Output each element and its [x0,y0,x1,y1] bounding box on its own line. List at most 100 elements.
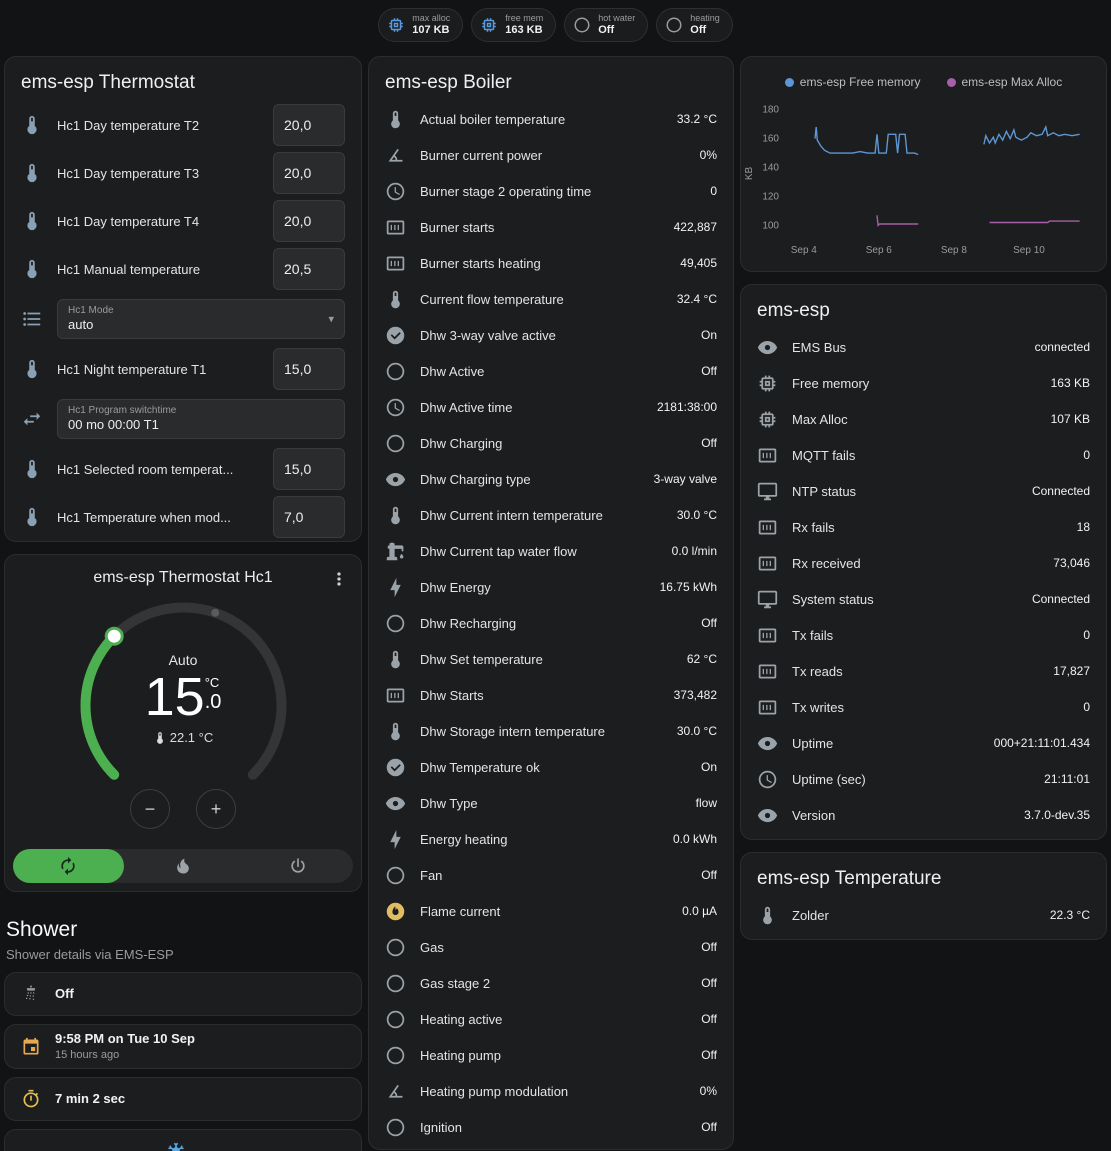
shower-card[interactable]: 9:58 PM on Tue 10 Sep 15 hours ago [4,1024,362,1070]
dots-vertical-icon[interactable] [329,569,349,589]
entity-row[interactable]: Tx writes 0 [741,689,1106,725]
decrease-temperature-button[interactable]: − [130,789,170,829]
thermostat-dial[interactable]: Auto 15 °C .0 22.1 °C [71,593,296,818]
entity-row[interactable]: Heating pump Off [369,1037,733,1073]
entity-row[interactable]: Dhw Current intern temperature 30.0 °C [369,497,733,533]
entity-row[interactable]: System status Connected [741,581,1106,617]
entity-row[interactable]: Dhw Set temperature 62 °C [369,641,733,677]
entity-row[interactable]: Fan Off [369,857,733,893]
entity-value: 0 [1083,448,1090,462]
text-input[interactable]: Hc1 Program switchtime 00 mo 00:00 T1 [57,399,345,439]
badge-value: Off [598,23,615,36]
entity-row[interactable]: Burner stage 2 operating time 0 [369,173,733,209]
hvac-mode-button[interactable] [13,849,124,883]
entity-row[interactable]: Dhw Energy 16.75 kWh [369,569,733,605]
svg-text:100: 100 [762,220,779,231]
hvac-mode-button[interactable] [242,849,353,883]
shower-card[interactable] [4,1129,362,1151]
entity-row[interactable]: Actual boiler temperature 33.2 °C [369,101,733,137]
entity-label: Dhw Charging [420,435,503,451]
number-input[interactable]: 20,0 [273,104,345,146]
entity-row[interactable]: Dhw Starts 373,482 [369,677,733,713]
entity-row[interactable]: Gas stage 2 Off [369,965,733,1001]
entity-row[interactable]: Version 3.7.0-dev.35 [741,797,1106,833]
entity-label: Hc1 Manual temperature [57,261,201,277]
entity-row[interactable]: Dhw 3-way valve active On [369,317,733,353]
entity-row[interactable]: MQTT fails 0 [741,437,1106,473]
entity-row[interactable]: NTP status Connected [741,473,1106,509]
circle-outline-icon [573,16,591,34]
entity-value: 17,827 [1053,664,1090,678]
right-column: ems-esp Free memory ems-esp Max Alloc KB… [740,56,1107,940]
entity-value: 0.0 µA [682,904,717,918]
entity-row[interactable]: Dhw Recharging Off [369,605,733,641]
entity-row[interactable]: Dhw Type flow [369,785,733,821]
shower-subtitle: Shower details via EMS-ESP [6,947,174,962]
increase-temperature-button[interactable]: + [196,789,236,829]
entity-label: Burner current power [420,147,543,163]
entity-value: 000+21:11:01.434 [993,736,1090,750]
number-input[interactable]: 20,5 [273,248,345,290]
entity-row[interactable]: Tx reads 17,827 [741,653,1106,689]
entity-value: Off [701,1120,717,1134]
entity-row[interactable]: Heating pump modulation 0% [369,1073,733,1109]
entity-row[interactable]: Flame current 0.0 µA [369,893,733,929]
entity-row[interactable]: Uptime (sec) 21:11:01 [741,761,1106,797]
entity-label: Gas [420,939,444,955]
number-input[interactable]: 20,0 [273,200,345,242]
entity-row[interactable]: EMS Bus connected [741,329,1106,365]
entity-row[interactable]: Dhw Active time 2181:38:00 [369,389,733,425]
entity-row[interactable]: Dhw Active Off [369,353,733,389]
entity-label: Heating active [420,1011,503,1027]
entity-row[interactable]: Free memory 163 KB [741,365,1106,401]
shower-card[interactable]: 7 min 2 sec [4,1077,362,1122]
number-input[interactable]: 20,0 [273,152,345,194]
status-badge[interactable]: max alloc 107 KB [378,8,464,42]
entity-row[interactable]: Rx received 73,046 [741,545,1106,581]
fire-circle-icon [385,901,406,922]
thermometer-icon [153,731,167,745]
entity-row[interactable]: Current flow temperature 32.4 °C [369,281,733,317]
entity-row[interactable]: Dhw Storage intern temperature 30.0 °C [369,713,733,749]
entity-value: flow [695,796,717,810]
badge-value: Off [690,23,707,36]
number-input[interactable]: 15,0 [273,348,345,390]
entity-row[interactable]: Ignition Off [369,1109,733,1145]
entity-value: 0 [1083,628,1090,642]
hvac-mode-button[interactable] [128,849,239,883]
entity-row[interactable]: Burner starts heating 49,405 [369,245,733,281]
memory-icon [480,16,498,34]
number-input[interactable]: 15,0 [273,448,345,490]
entity-row[interactable]: Gas Off [369,929,733,965]
entity-row[interactable]: Dhw Charging type 3-way valve [369,461,733,497]
entity-row[interactable]: Max Alloc 107 KB [741,401,1106,437]
mode-select[interactable]: Hc1 Mode auto ▾ [57,299,345,339]
dial-arc[interactable] [71,593,296,818]
status-badge[interactable]: hot water Off [564,8,649,42]
entity-row: Hc1 Manual temperature 20,5 [5,245,361,293]
entity-row[interactable]: Dhw Charging Off [369,425,733,461]
entity-row: Hc1 Program switchtime 00 mo 00:00 T1 [5,393,361,445]
entity-label: Dhw Current intern temperature [420,507,603,523]
entity-row[interactable]: Zolder 22.3 °C [741,897,1106,933]
badge-label: free mem [505,13,544,23]
entity-row[interactable]: Dhw Current tap water flow 0.0 l/min [369,533,733,569]
shower-card[interactable]: Off [4,972,362,1016]
entity-row[interactable]: Uptime 000+21:11:01.434 [741,725,1106,761]
entity-row[interactable]: Tx fails 0 [741,617,1106,653]
legend-item[interactable]: ems-esp Max Alloc [946,75,1062,89]
status-badge[interactable]: heating Off [656,8,733,42]
entity-row[interactable]: Dhw Temperature ok On [369,749,733,785]
entity-row[interactable]: Heating active Off [369,1001,733,1037]
entity-row[interactable]: Rx fails 18 [741,509,1106,545]
badge-value: 163 KB [505,23,543,36]
legend-item[interactable]: ems-esp Free memory [784,75,921,89]
entity-label: Dhw Charging type [420,471,531,487]
chart-plot[interactable]: 100 120 140 160 180 Sep 4 Sep 6 Sep 8 Sep 10 [747,91,1097,261]
entity-row[interactable]: Burner current power 0% [369,137,733,173]
entity-row[interactable]: Burner starts 422,887 [369,209,733,245]
entity-row[interactable]: Energy heating 0.0 kWh [369,821,733,857]
status-badge[interactable]: free mem 163 KB [471,8,557,42]
number-input[interactable]: 7,0 [273,496,345,538]
shower-card-title: 7 min 2 sec [55,1090,126,1106]
